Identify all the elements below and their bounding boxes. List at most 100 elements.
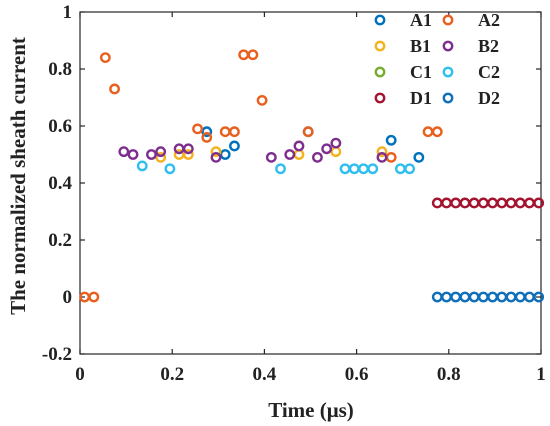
data-point-b1 [210, 146, 222, 158]
legend-marker-d1 [374, 92, 386, 104]
data-point-d1 [468, 197, 480, 209]
data-point-b2 [210, 151, 222, 163]
data-point-d1 [514, 197, 526, 209]
data-point-b2 [146, 149, 157, 160]
y-axis-label: The normalized sheath current [6, 37, 30, 315]
data-point-d2 [441, 291, 452, 303]
data-point-b2 [312, 151, 323, 163]
legend-label-a1: A1 [410, 10, 432, 30]
data-point-c2 [367, 163, 379, 175]
data-point-a2 [238, 49, 250, 61]
data-point-a2 [256, 94, 268, 106]
legend-marker-b2 [442, 40, 454, 52]
data-point-d1 [450, 197, 462, 209]
data-point-d2 [459, 291, 471, 303]
legend-marker-c1 [374, 66, 386, 78]
data-point-d2 [524, 291, 535, 303]
legend-label-b2: B2 [478, 36, 499, 56]
data-point-a2 [422, 126, 434, 138]
data-point-b2 [284, 149, 296, 160]
data-point-a2 [192, 123, 203, 135]
data-point-d1 [533, 197, 545, 209]
data-point-c2 [404, 163, 416, 175]
data-point-b1 [330, 146, 342, 158]
data-point-c2 [394, 163, 406, 175]
y-tick-label: 1 [63, 2, 73, 23]
data-point-b2 [376, 151, 388, 163]
x-tick-label: 0.4 [253, 364, 277, 385]
data-point-b1 [376, 146, 388, 158]
data-point-a2 [219, 126, 231, 138]
data-point-b2 [155, 146, 167, 158]
data-point-a2 [247, 49, 259, 61]
data-point-b2 [293, 140, 305, 152]
legend-label-b1: B1 [410, 36, 431, 56]
data-point-a2 [99, 52, 111, 63]
data-point-b2 [265, 151, 277, 163]
legend-label-d2: D2 [478, 88, 500, 108]
data-point-c2 [275, 163, 286, 175]
data-point-d1 [441, 197, 452, 209]
data-point-a2 [201, 131, 213, 143]
data-point-d1 [505, 197, 517, 209]
x-tick-label: 0 [75, 364, 85, 385]
x-tick-label: 0.8 [437, 364, 461, 385]
data-point-d1 [487, 197, 498, 209]
data-point-a2 [229, 126, 240, 138]
data-point-d2 [477, 291, 489, 303]
legend-label-d1: D1 [410, 88, 432, 108]
legend-label-c2: C2 [478, 62, 500, 82]
data-point-a1 [385, 134, 397, 146]
data-point-d1 [459, 197, 471, 209]
data-point-d2 [468, 291, 480, 303]
data-point-a1 [229, 140, 240, 152]
data-point-d1 [477, 197, 489, 209]
data-point-a2 [88, 291, 100, 303]
data-point-b2 [127, 149, 139, 160]
data-point-a1 [219, 149, 231, 160]
data-point-b2 [182, 143, 194, 155]
y-tick-label: -0.2 [42, 344, 72, 365]
data-point-c2 [339, 163, 351, 175]
data-point-d1 [524, 197, 535, 209]
plot-axes: 0 0.2 0.4 0.6 0.8 1-0.200.20.40.60.81 [42, 2, 546, 385]
data-point-b1 [293, 149, 305, 160]
data-point-a2 [109, 83, 120, 95]
data-point-b1 [155, 151, 167, 163]
data-point-a1 [413, 151, 425, 163]
data-point-a2 [431, 126, 443, 138]
data-point-b2 [118, 146, 130, 158]
legend-marker-b1 [374, 40, 386, 52]
x-tick-label: 1 [536, 364, 546, 385]
legend-marker-d2 [442, 92, 454, 104]
data-point-d1 [496, 197, 508, 209]
data-point-c2 [136, 160, 148, 172]
legend-marker-a1 [374, 14, 386, 26]
data-point-c2 [164, 163, 176, 175]
y-tick-label: 0.4 [48, 173, 72, 194]
y-tick-label: 0.2 [48, 230, 72, 251]
y-tick-label: 0.6 [48, 116, 72, 137]
y-tick-label: 0.8 [48, 59, 72, 80]
x-tick-label: 0.2 [160, 364, 184, 385]
data-point-a2 [302, 126, 314, 138]
data-point-d2 [496, 291, 508, 303]
x-tick-label: 0.6 [345, 364, 369, 385]
data-point-a2 [385, 151, 397, 163]
data-point-d2 [533, 291, 545, 303]
data-point-c2 [358, 163, 369, 175]
y-tick-label: 0 [63, 287, 73, 308]
data-point-a1 [201, 126, 213, 138]
legend-label-c1: C1 [410, 62, 432, 82]
legend-marker-c2 [442, 66, 454, 78]
data-point-d2 [514, 291, 526, 303]
data-point-b2 [321, 143, 333, 155]
data-markers [79, 49, 545, 303]
data-point-c2 [348, 163, 360, 175]
data-point-b2 [330, 137, 342, 149]
data-point-d1 [431, 197, 443, 209]
plot-frame [79, 11, 542, 355]
legend-marker-a2 [442, 14, 454, 26]
data-point-d2 [450, 291, 462, 303]
